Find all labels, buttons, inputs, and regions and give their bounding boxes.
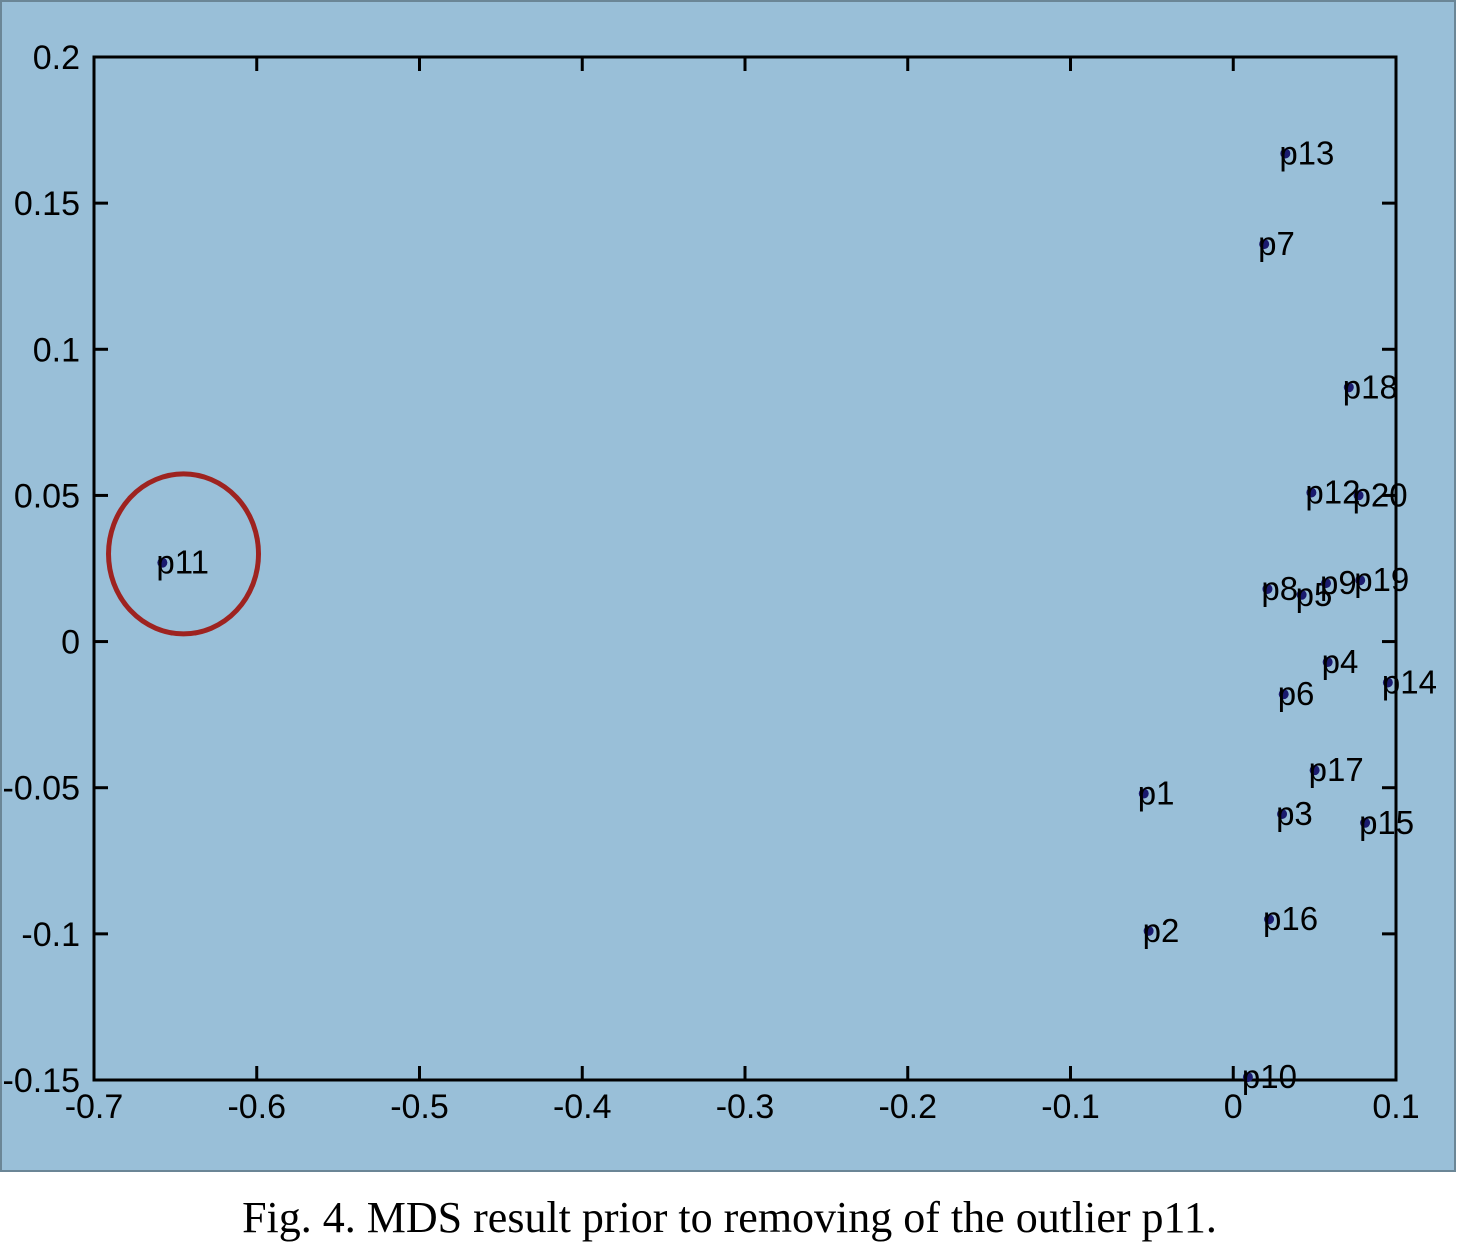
data-point-p4	[1322, 657, 1333, 668]
scatter-chart: -0.7 -0.6 -0.5 -0.4 -0.3 -0.2 -0.1 0 0.1 -0.15 -0.…	[3, 39, 1437, 1126]
data-point-p16	[1264, 914, 1275, 925]
data-point-p15	[1360, 817, 1371, 828]
outlier-highlight-circle	[106, 471, 262, 637]
y-tick-label: 0.15	[14, 185, 80, 223]
point-label-p13: p13	[1279, 134, 1334, 171]
data-point-p8	[1262, 583, 1273, 594]
y-tick-label: -0.15	[3, 1062, 81, 1100]
data-point-p2	[1143, 925, 1154, 936]
point-label-p16: p16	[1263, 900, 1318, 937]
point-label-p8: p8	[1261, 570, 1298, 607]
data-point-p14	[1382, 677, 1393, 688]
data-point-p5	[1296, 589, 1307, 600]
data-point-p7	[1259, 239, 1270, 250]
point-label-p15: p15	[1359, 804, 1414, 841]
point-label-p14: p14	[1382, 663, 1437, 700]
y-tick-label: 0.2	[33, 39, 80, 77]
point-label-p3: p3	[1276, 795, 1313, 832]
point-label-p20: p20	[1353, 476, 1408, 513]
data-point-p6	[1278, 689, 1289, 700]
x-tick-label: -0.6	[227, 1088, 286, 1126]
point-label-p18: p18	[1343, 368, 1398, 405]
point-label-p10: p10	[1242, 1058, 1297, 1095]
y-tick-label: -0.1	[21, 916, 80, 954]
x-tick-label: -0.7	[65, 1088, 124, 1126]
x-tick-label: 0.1	[1372, 1088, 1419, 1126]
data-point-p12	[1306, 487, 1317, 498]
data-point-p19	[1355, 575, 1366, 586]
x-tick-label: -0.5	[390, 1088, 449, 1126]
x-tick-label: 0	[1224, 1088, 1243, 1126]
data-point-p1	[1138, 788, 1149, 799]
point-label-p19: p19	[1354, 561, 1409, 598]
data-point-p13	[1280, 148, 1291, 159]
point-label-p6: p6	[1278, 675, 1315, 712]
data-point-p10	[1242, 1072, 1253, 1083]
point-label-p12: p12	[1305, 474, 1360, 511]
y-tick-label: 0	[61, 624, 80, 662]
plot-area	[92, 55, 1398, 1082]
data-point-p3	[1277, 809, 1288, 820]
data-point-p20	[1353, 490, 1364, 501]
point-label-p4: p4	[1322, 643, 1359, 680]
point-label-p2: p2	[1143, 912, 1180, 949]
point-label-p1: p1	[1138, 775, 1175, 812]
data-point-p9	[1321, 578, 1332, 589]
x-tick-label: -0.4	[553, 1088, 612, 1126]
point-label-p17: p17	[1309, 751, 1364, 788]
data-point-p11	[157, 557, 168, 568]
figure-caption: Fig. 4. MDS result prior to removing of …	[242, 1193, 1217, 1242]
point-label-p11: p11	[156, 544, 209, 581]
y-tick-label: 0.1	[33, 331, 80, 369]
x-tick-label: -0.2	[878, 1088, 937, 1126]
data-point-p17	[1309, 765, 1320, 776]
point-label-p7: p7	[1258, 225, 1295, 262]
y-tick-label: 0.05	[14, 477, 80, 515]
x-tick-label: -0.1	[1041, 1088, 1100, 1126]
data-point-p18	[1343, 382, 1354, 393]
point-label-p9: p9	[1320, 564, 1357, 601]
x-tick-label: -0.3	[716, 1088, 775, 1126]
y-tick-label: -0.05	[3, 770, 81, 808]
